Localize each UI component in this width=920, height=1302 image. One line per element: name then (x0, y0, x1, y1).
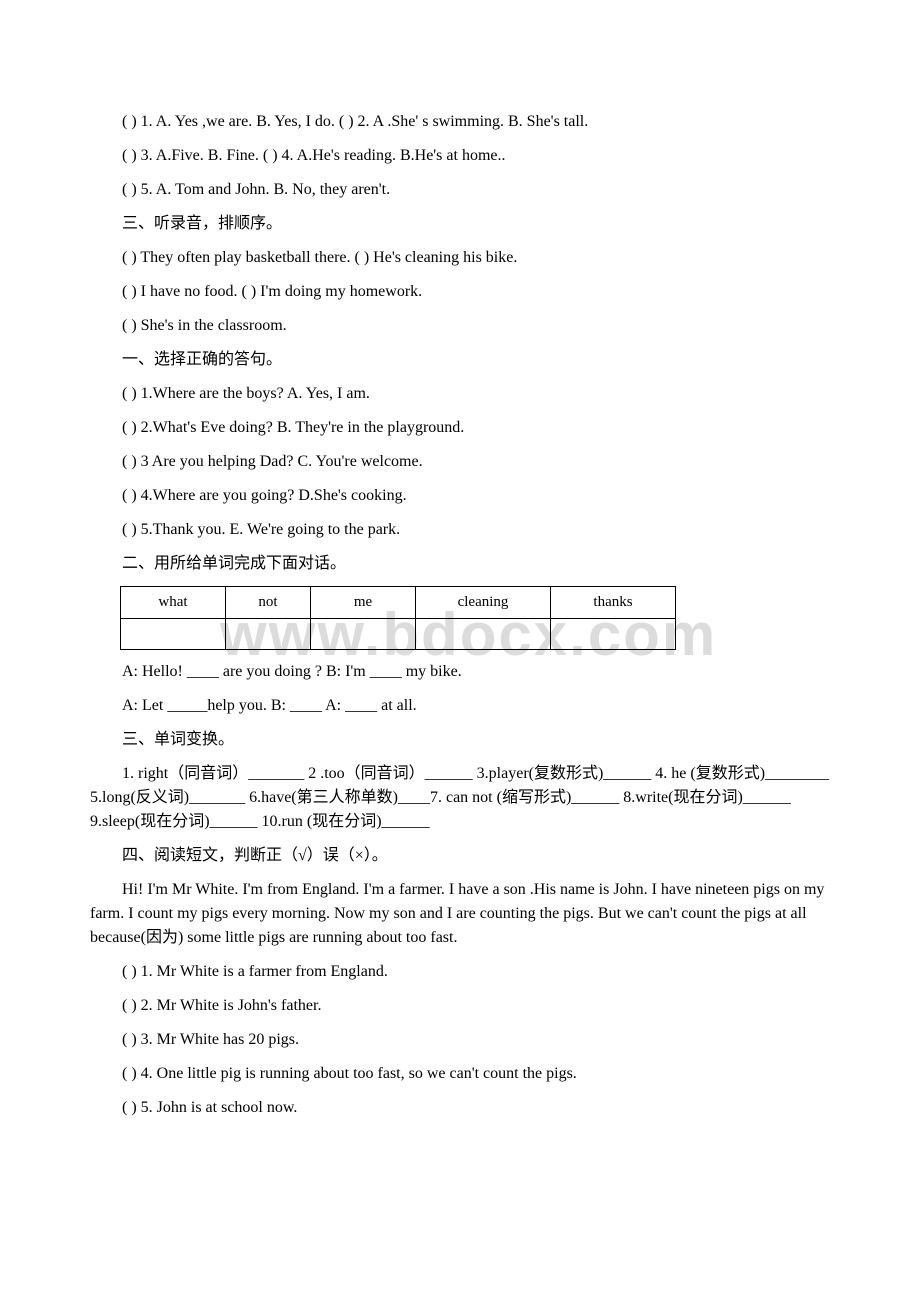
section-heading: 三、单词变换。 (90, 728, 830, 752)
tf-question: ( ) 2. Mr White is John's father. (90, 994, 830, 1018)
word-bank-table: what not me cleaning thanks (120, 586, 676, 650)
match-item: ( ) 4.Where are you going? D.She's cooki… (90, 484, 830, 508)
table-cell (416, 618, 551, 649)
table-cell: cleaning (416, 587, 551, 619)
match-item: ( ) 3 Are you helping Dad? C. You're wel… (90, 450, 830, 474)
table-row (121, 618, 676, 649)
exercise-line: ( ) She's in the classroom. (90, 314, 830, 338)
exercise-line: ( ) 3. A.Five. B. Fine. ( ) 4. A.He's re… (90, 144, 830, 168)
table-cell: not (226, 587, 311, 619)
tf-question: ( ) 1. Mr White is a farmer from England… (90, 960, 830, 984)
table-cell: me (311, 587, 416, 619)
exercise-line: ( ) 5. A. Tom and John. B. No, they aren… (90, 178, 830, 202)
section-heading: 四、阅读短文，判断正（√）误（×）。 (90, 844, 830, 868)
match-item: ( ) 1.Where are the boys? A. Yes, I am. (90, 382, 830, 406)
dialog-line: A: Let _____help you. B: ____ A: ____ at… (90, 694, 830, 718)
match-item: ( ) 5.Thank you. E. We're going to the p… (90, 518, 830, 542)
exercise-line: ( ) They often play basketball there. ( … (90, 246, 830, 270)
section-heading: 三、听录音，排顺序。 (90, 212, 830, 236)
exercise-line: ( ) I have no food. ( ) I'm doing my hom… (90, 280, 830, 304)
dialog-line: A: Hello! ____ are you doing ? B: I'm __… (90, 660, 830, 684)
section-heading: 一、选择正确的答句。 (90, 348, 830, 372)
word-transform-block: 1. right（同音词）_______ 2 .too（同音词）______ 3… (90, 762, 830, 834)
table-cell (121, 618, 226, 649)
tf-question: ( ) 4. One little pig is running about t… (90, 1062, 830, 1086)
section-heading: 二、用所给单词完成下面对话。 (90, 552, 830, 576)
tf-question: ( ) 3. Mr White has 20 pigs. (90, 1028, 830, 1052)
table-cell: what (121, 587, 226, 619)
tf-question: ( ) 5. John is at school now. (90, 1096, 830, 1120)
match-item: ( ) 2.What's Eve doing? B. They're in th… (90, 416, 830, 440)
reading-passage: Hi! I'm Mr White. I'm from England. I'm … (90, 878, 830, 950)
table-cell (226, 618, 311, 649)
table-cell (311, 618, 416, 649)
table-cell (551, 618, 676, 649)
table-cell: thanks (551, 587, 676, 619)
exercise-line: ( ) 1. A. Yes ,we are. B. Yes, I do. ( )… (90, 110, 830, 134)
table-row: what not me cleaning thanks (121, 587, 676, 619)
document-page: ( ) 1. A. Yes ,we are. B. Yes, I do. ( )… (0, 0, 920, 1190)
